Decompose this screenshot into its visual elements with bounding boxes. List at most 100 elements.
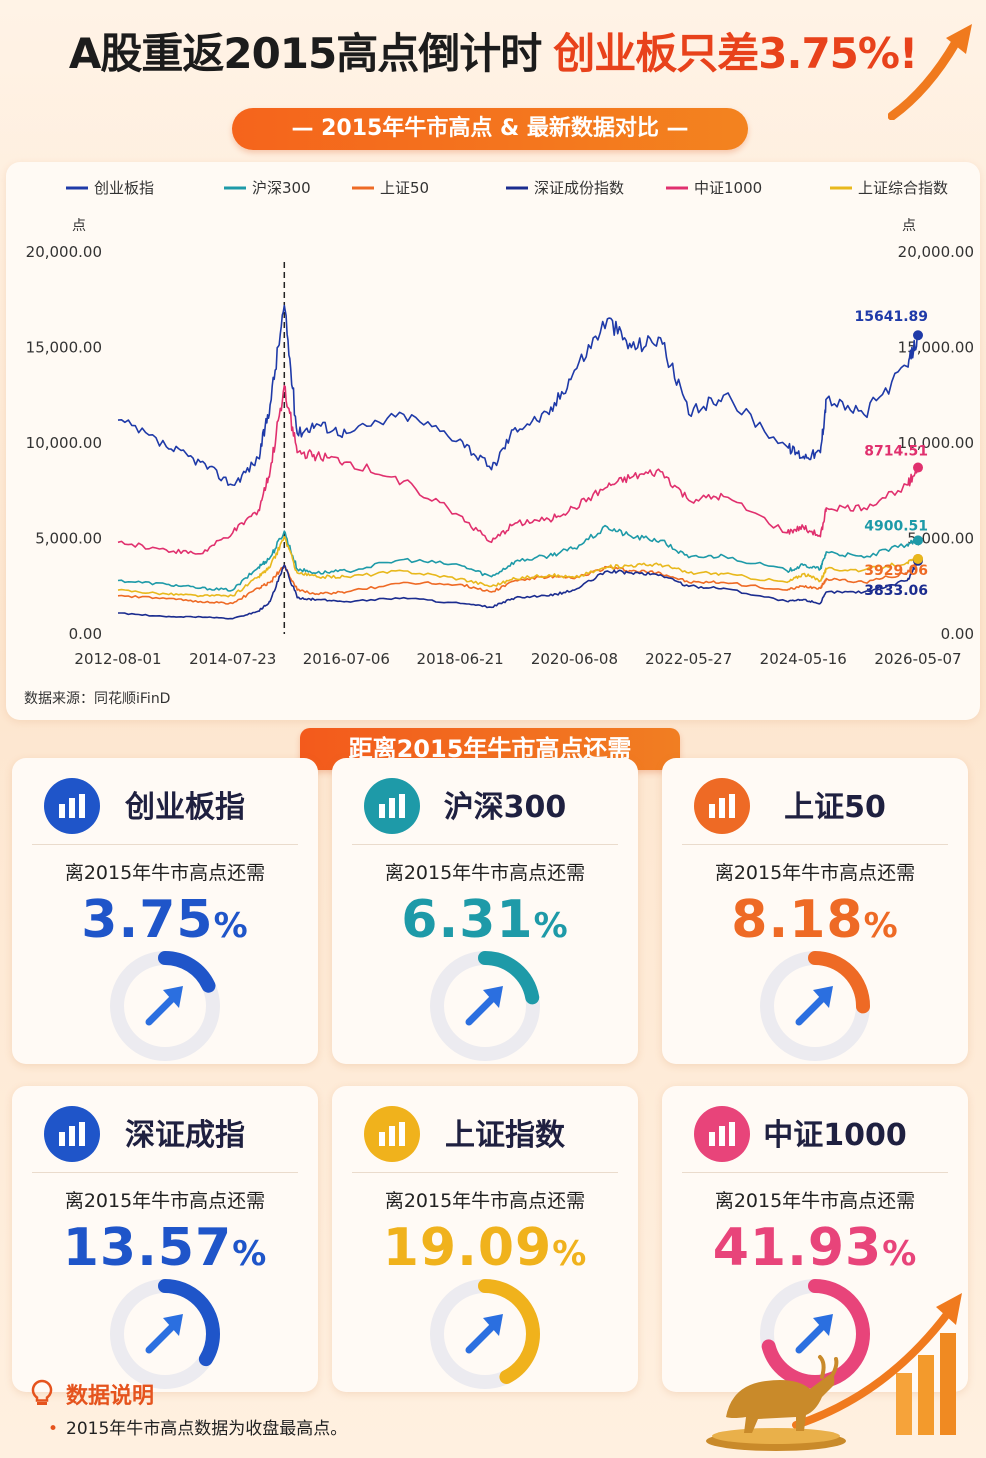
bar-chart-icon: [44, 778, 100, 834]
x-tick-label: 2026-05-07: [874, 650, 961, 668]
notes-item: • 2015年牛市高点数据为收盘最高点。: [48, 1419, 348, 1439]
index-card: 上证指数离2015年牛市高点还需 19.09%: [332, 1086, 638, 1392]
series-end-label: 3929.06: [864, 563, 928, 579]
card-value: 13.57%: [12, 1218, 318, 1278]
notes-title: 数据说明: [66, 1384, 155, 1409]
legend-label: 上证综合指数: [858, 179, 948, 197]
card-value-unit: %: [232, 1234, 268, 1274]
x-tick-label: 2024-05-16: [760, 650, 847, 668]
legend-label: 深证成份指数: [534, 179, 624, 197]
progress-gauge: [430, 1279, 540, 1389]
series-end-label: 4900.51: [864, 518, 928, 534]
up-arrow-icon: [145, 986, 183, 1026]
index-card: 沪深300 离2015年牛市高点还需 6.31%: [332, 758, 638, 1064]
bar-chart-icon: [44, 1106, 100, 1162]
card-divider: [682, 844, 948, 845]
card-divider: [352, 1172, 618, 1173]
card-value: 19.09%: [332, 1218, 638, 1278]
card-value-unit: %: [213, 906, 249, 946]
y-axis-unit-left: 点: [72, 218, 86, 234]
card-index-name: 沪深300: [443, 790, 567, 825]
card-value-number: 3.75: [81, 890, 214, 950]
series-end-point: [913, 553, 923, 564]
series-end-point: [913, 535, 923, 546]
x-tick-label: 2014-07-23: [189, 650, 276, 668]
bull-illustration: [706, 1293, 962, 1451]
y-tick-label-left: 0.00: [69, 625, 102, 643]
x-tick-label: 2018-06-21: [417, 650, 504, 668]
card-caption: 离2015年牛市高点还需: [714, 1190, 916, 1212]
y-tick-label-left: 10,000.00: [26, 434, 102, 452]
y-tick-label-left: 15,000.00: [26, 339, 102, 357]
up-arrow-icon: [145, 1314, 183, 1354]
progress-gauge: [760, 951, 870, 1061]
card-index-name: 中证1000: [763, 1118, 907, 1153]
up-arrow-icon: [465, 986, 503, 1026]
card-caption: 离2015年牛市高点还需: [64, 862, 266, 884]
progress-gauge: [760, 1279, 870, 1389]
x-tick-label: 2022-05-27: [645, 650, 732, 668]
card-divider: [682, 1172, 948, 1173]
legend-label: 中证1000: [694, 179, 762, 197]
series-end-label: 15641.89: [854, 309, 928, 325]
card-divider: [352, 844, 618, 845]
progress-gauge: [430, 951, 540, 1061]
card-caption: 离2015年牛市高点还需: [384, 1190, 586, 1212]
card-value: 41.93%: [662, 1218, 968, 1278]
index-card: 深证成指离2015年牛市高点还需 13.57%: [12, 1086, 318, 1392]
series-end-point: [913, 462, 923, 473]
series-end-label: 8714.51: [864, 444, 928, 460]
progress-gauge: [110, 951, 220, 1061]
series-line: [117, 384, 919, 555]
series-end-label: 3833.06: [864, 583, 928, 599]
card-value-unit: %: [882, 1234, 918, 1274]
series-line: [117, 524, 919, 592]
bar-chart-icon: [694, 778, 750, 834]
y-tick-label-right: 0.00: [941, 625, 974, 643]
card-value-number: 6.31: [401, 890, 534, 950]
series-line: [117, 304, 919, 487]
series-line: [117, 535, 919, 598]
card-caption: 离2015年牛市高点还需: [64, 1190, 266, 1212]
card-caption: 离2015年牛市高点还需: [714, 862, 916, 884]
card-index-name: 上证指数: [445, 1118, 565, 1153]
card-value-unit: %: [533, 906, 569, 946]
subtitle-banner: — 2015年牛市高点 & 最新数据对比 —: [232, 108, 748, 150]
bar-chart-icon: [364, 778, 420, 834]
y-tick-label-right: 5,000.00: [907, 530, 974, 548]
card-value-number: 13.57: [62, 1218, 233, 1278]
x-tick-label: 2016-07-06: [303, 650, 390, 668]
chart-panel: 创业板指 沪深300 上证50 深证成份指数 中证1000 上证综合指数点 点 0.00 0.0…: [6, 162, 980, 720]
card-value-unit: %: [552, 1234, 588, 1274]
card-value-number: 8.18: [731, 890, 864, 950]
up-arrow-icon: [795, 986, 833, 1026]
title-right: 创业板只差3.75%!: [553, 29, 918, 78]
card-divider: [32, 1172, 298, 1173]
y-tick-label-left: 20,000.00: [26, 243, 102, 261]
card-divider: [32, 844, 298, 845]
card-value: 6.31%: [332, 890, 638, 950]
index-card: 上证50 离2015年牛市高点还需 8.18%: [662, 758, 968, 1064]
card-value-unit: %: [863, 906, 899, 946]
up-arrow-icon: [795, 1314, 833, 1354]
legend-label: 上证50: [380, 179, 429, 197]
card-value-number: 41.93: [712, 1218, 883, 1278]
y-tick-label-right: 15,000.00: [898, 339, 974, 357]
card-index-name: 深证成指: [125, 1118, 245, 1153]
progress-gauge: [110, 1279, 220, 1389]
index-card: 中证1000 离2015年牛市高点还需 41.93%: [662, 1086, 968, 1392]
y-tick-label-right: 20,000.00: [898, 243, 974, 261]
card-value: 8.18%: [662, 890, 968, 950]
card-value: 3.75%: [12, 890, 318, 950]
notes-text: 2015年牛市高点数据为收盘最高点。: [66, 1419, 348, 1439]
x-tick-label: 2012-08-01: [74, 650, 161, 668]
index-card: 创业板指 离2015年牛市高点还需 3.75%: [12, 758, 318, 1064]
rising-arrow-icon: [888, 24, 972, 120]
series-end-point: [913, 330, 923, 341]
page-title: A股重返2015高点倒计时 创业板只差3.75%!: [0, 20, 986, 81]
legend-label: 沪深300: [252, 179, 311, 197]
data-source: 数据来源：同花顺iFinD: [24, 691, 171, 707]
lightbulb-icon: [31, 1379, 53, 1405]
y-tick-label-left: 5,000.00: [35, 530, 102, 548]
